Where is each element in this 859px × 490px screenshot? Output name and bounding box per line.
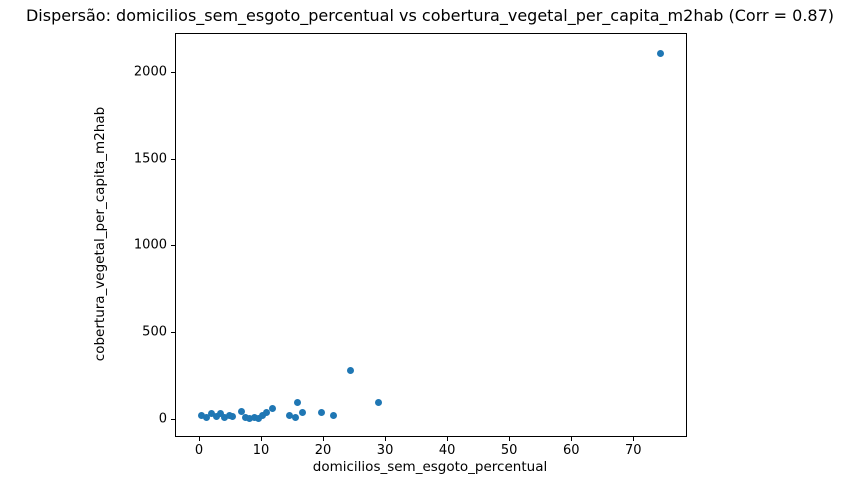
- data-point: [255, 414, 263, 422]
- data-point: [197, 411, 205, 419]
- data-point: [216, 410, 224, 418]
- x-tick-mark: [323, 437, 325, 441]
- data-point: [220, 414, 228, 422]
- data-point: [286, 412, 294, 420]
- x-tick-mark: [198, 437, 200, 441]
- x-tick-label: 70: [624, 443, 642, 458]
- y-tick-label: 1500: [133, 151, 167, 167]
- chart-title: Dispersão: domicilios_sem_esgoto_percent…: [25, 6, 835, 25]
- plot-area: 0 10 20 30 40 50 60 70 0 500 1000 1500 2000: [134, 33, 687, 458]
- x-tick-label: 10: [252, 443, 270, 458]
- data-point: [330, 412, 338, 420]
- data-point: [657, 49, 665, 57]
- x-tick-label: 30: [376, 443, 394, 458]
- data-point: [375, 398, 383, 406]
- x-tick-label: 50: [500, 443, 518, 458]
- data-point: [346, 367, 354, 375]
- data-point: [318, 409, 326, 417]
- x-tick-mark: [509, 437, 511, 441]
- y-tick-label: 500: [142, 324, 167, 340]
- data-point: [202, 414, 210, 422]
- x-tick-mark: [447, 437, 449, 441]
- data-point: [228, 413, 236, 421]
- data-point: [259, 411, 267, 419]
- data-point: [238, 408, 246, 416]
- y-tick-mark: [171, 418, 175, 420]
- data-point: [245, 414, 253, 422]
- y-tick-mark: [171, 245, 175, 247]
- x-tick-label: 20: [314, 443, 332, 458]
- data-point: [263, 408, 271, 416]
- x-tick-label: 0: [194, 443, 204, 458]
- y-tick-mark: [171, 332, 175, 334]
- y-tick-mark: [171, 72, 175, 74]
- x-tick-mark: [571, 437, 573, 441]
- y-tick-label: 0: [158, 411, 167, 427]
- data-point: [299, 408, 307, 416]
- x-tick-mark: [385, 437, 387, 441]
- data-point: [250, 413, 258, 421]
- x-tick-label: 60: [562, 443, 580, 458]
- x-tick-label: 40: [438, 443, 456, 458]
- data-point: [212, 412, 220, 420]
- y-tick-mark: [171, 158, 175, 160]
- data-point: [294, 399, 302, 407]
- x-tick-mark: [261, 437, 262, 441]
- data-point: [208, 409, 216, 417]
- y-tick-label: 2000: [133, 64, 167, 80]
- y-tick-label: 1000: [133, 237, 167, 253]
- data-point: [241, 413, 249, 421]
- y-axis-label: cobertura_vegetal_per_capita_m2hab: [92, 106, 108, 362]
- x-axis-label: domicilios_sem_esgoto_percentual: [312, 459, 548, 475]
- data-point: [291, 414, 299, 422]
- data-point: [268, 405, 276, 413]
- x-tick-mark: [633, 437, 635, 441]
